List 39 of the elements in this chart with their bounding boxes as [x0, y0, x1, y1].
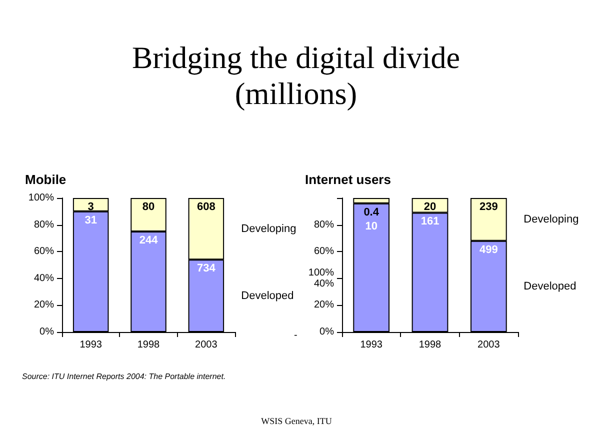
annotation: 0.4 [364, 206, 380, 218]
annotation: 244 [139, 234, 159, 246]
annotation: 80 [142, 201, 155, 213]
annotation: 20 [424, 201, 436, 213]
x-tick-label: 1998 [137, 340, 160, 350]
x-tick-label: 1993 [80, 340, 102, 350]
y-tick-label: 60% [34, 246, 54, 258]
annotation: 239 [479, 201, 498, 213]
chart-title: Bridging the digital divide (millions) [130, 40, 462, 112]
y-tick-label: 20% [34, 300, 54, 311]
x-tick-label: 1993 [360, 340, 383, 350]
y-tick-label: 20% [314, 300, 334, 311]
x-tick-label: 2003 [478, 340, 500, 350]
annotation: 608 [196, 201, 216, 213]
text: WSIS Geneva, ITU [260, 416, 333, 426]
annotation: 10 [365, 220, 378, 232]
source-note: Source: ITU Internet Reports 2004: The Portable internet. [22, 372, 226, 381]
chart-subtitle: Internet users [305, 172, 391, 187]
annotation: 31 [84, 214, 97, 226]
y-tick-label: 100% [28, 192, 54, 204]
text: - [294, 330, 298, 341]
y-tick-label: 80% [314, 219, 334, 230]
x-tick-label: 2003 [195, 340, 218, 350]
series-label: Developing [524, 213, 579, 226]
chart-subtitle: Mobile [25, 172, 66, 187]
series-label: Developing [241, 222, 296, 235]
series-label: Developed [524, 280, 576, 292]
annotation: 734 [196, 262, 216, 275]
y-tick-label: 0% [40, 326, 54, 338]
y-tick-label: 60% [314, 246, 334, 258]
y-tick-label: 80% [34, 219, 54, 230]
y-tick-label: 100% 40% [308, 267, 334, 290]
annotation: 3 [88, 201, 94, 213]
series-label: Developed [241, 290, 294, 302]
y-tick-label: 0% [320, 326, 334, 338]
annotation: 161 [420, 216, 440, 228]
x-tick-label: 1998 [418, 340, 442, 350]
y-tick-label: 40% [34, 272, 54, 284]
annotation: 499 [479, 244, 498, 256]
